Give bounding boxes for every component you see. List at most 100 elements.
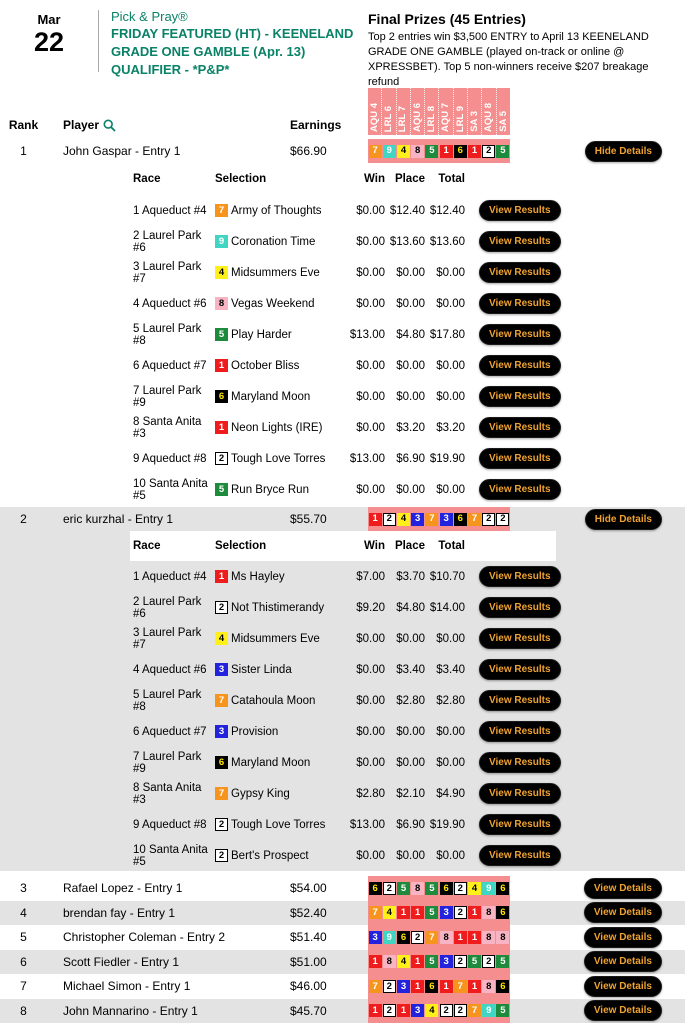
race-name: 9 Aqueduct #8 xyxy=(133,818,207,831)
entry-rank: 4 xyxy=(20,905,27,920)
saddlecloth-chip: 1 xyxy=(411,955,425,969)
race-button-cell: View Results xyxy=(479,814,561,835)
place-amount: $0.00 xyxy=(396,632,425,645)
pick-chip-cell: 9 xyxy=(482,1004,496,1018)
final-prizes-description: Top 2 entries win $3,500 ENTRY to April … xyxy=(368,31,649,88)
view-results-button[interactable]: View Results xyxy=(479,200,561,221)
pick-chip-cell: 3 xyxy=(411,512,425,526)
pick-chip-cell: 4 xyxy=(382,906,396,920)
saddlecloth-chip: 4 xyxy=(215,632,228,645)
total-amount: $0.00 xyxy=(436,849,465,862)
race-button-cell: View Results xyxy=(479,752,561,773)
view-results-button[interactable]: View Results xyxy=(479,597,561,618)
place-amount: $0.00 xyxy=(396,849,425,862)
view-details-button[interactable]: View Details xyxy=(583,877,662,899)
view-results-button[interactable]: View Results xyxy=(479,262,561,283)
place-amount: $0.00 xyxy=(396,756,425,769)
entry-button-cell: Hide Details xyxy=(510,140,685,162)
win-amount: $0.00 xyxy=(356,235,385,248)
view-results-button[interactable]: View Results xyxy=(479,324,561,345)
win-amount: $0.00 xyxy=(356,849,385,862)
pick-chip-cell: 2 xyxy=(453,1004,467,1018)
pick-chip-cell: 4 xyxy=(396,512,410,526)
horse-name: Ms Hayley xyxy=(231,570,285,583)
race-button-cell: View Results xyxy=(479,628,561,649)
view-results-button[interactable]: View Results xyxy=(479,448,561,469)
view-results-button[interactable]: View Results xyxy=(479,845,561,866)
race-name: 4 Aqueduct #6 xyxy=(133,663,207,676)
pick-chip-cell: 5 xyxy=(496,1004,510,1018)
view-results-button[interactable]: View Results xyxy=(479,628,561,649)
hide-details-button[interactable]: Hide Details xyxy=(584,508,662,530)
total-amount: $19.90 xyxy=(429,452,465,465)
entry-player-name: John Gaspar - Entry 1 xyxy=(63,144,181,158)
selection-column-header: Selection xyxy=(215,173,267,185)
win-amount: $0.00 xyxy=(356,421,385,434)
race-button-cell: View Results xyxy=(479,659,561,680)
saddlecloth-chip: 1 xyxy=(411,906,425,920)
view-results-button[interactable]: View Results xyxy=(479,417,561,438)
contest-title-block: Pick & Pray® FRIDAY FEATURED (HT) - KEEN… xyxy=(111,9,354,88)
race-name: 9 Aqueduct #8 xyxy=(133,452,207,465)
total-amount: $4.90 xyxy=(436,787,465,800)
entry-earnings: $54.00 xyxy=(290,881,327,896)
view-details-button[interactable]: View Details xyxy=(583,902,662,924)
saddlecloth-chip: 8 xyxy=(482,930,496,944)
race-result-row: 3 Laurel Park #7 4 Midsummers Eve $0.00 $0.0… xyxy=(130,257,685,288)
view-results-button[interactable]: View Results xyxy=(479,721,561,742)
saddlecloth-chip: 8 xyxy=(411,881,425,895)
win-amount: $0.00 xyxy=(356,725,385,738)
pick-chip-cell: 9 xyxy=(382,144,396,158)
pick-chip-cell: 4 xyxy=(467,881,482,895)
pick-chip-cell: 2 xyxy=(382,979,396,993)
pick-chip-cell: 7 xyxy=(467,1004,482,1018)
race-result-row: 5 Laurel Park #8 7 Catahoula Moon $0.00 $2.8… xyxy=(130,685,685,716)
view-results-button[interactable]: View Results xyxy=(479,752,561,773)
view-results-button[interactable]: View Results xyxy=(479,566,561,587)
view-details-button[interactable]: View Details xyxy=(583,951,662,973)
race-selection: 9 Coronation Time xyxy=(215,235,330,248)
view-results-button[interactable]: View Results xyxy=(479,293,561,314)
view-details-button[interactable]: View Details xyxy=(583,1000,662,1022)
total-amount: $12.40 xyxy=(429,204,465,217)
view-results-button[interactable]: View Results xyxy=(479,386,561,407)
pick-chip-cell: 1 xyxy=(411,906,425,920)
entry-block: 2 eric kurzhal - Entry 1 $55.70 1 2 4 3 7 3 6 7 2 2 H… xyxy=(0,507,685,871)
saddlecloth-chip: 7 xyxy=(368,144,382,158)
date-day: 22 xyxy=(33,27,65,57)
entry-row: 4 brendan fay - Entry 1 $52.40 7 4 1 1 5 3 2 1 8 6 Vi… xyxy=(0,900,685,925)
race-result-row: 10 Santa Anita #5 5 Run Bryce Run $0.00 $0.0… xyxy=(130,474,685,505)
track-cell: LRL 6 xyxy=(382,88,397,135)
view-results-button[interactable]: View Results xyxy=(479,355,561,376)
total-amount: $3.40 xyxy=(436,663,465,676)
hide-details-button[interactable]: Hide Details xyxy=(584,140,662,162)
view-details-button[interactable]: View Details xyxy=(583,975,662,997)
entry-button-cell: View Details xyxy=(510,877,685,899)
saddlecloth-chip: 1 xyxy=(368,512,382,526)
horse-name: Maryland Moon xyxy=(231,756,311,769)
view-results-button[interactable]: View Results xyxy=(479,659,561,680)
saddlecloth-chip: 7 xyxy=(425,930,439,944)
race-button-cell: View Results xyxy=(479,386,561,407)
entry-detail-table: Race Selection Win Place Total 1 Aqueduct #4 7… xyxy=(130,163,685,505)
race-selection: 1 October Bliss xyxy=(215,359,330,372)
view-results-button[interactable]: View Results xyxy=(479,231,561,252)
entry-button-cell: View Details xyxy=(510,926,685,948)
view-details-button[interactable]: View Details xyxy=(583,926,662,948)
saddlecloth-chip: 9 xyxy=(215,235,228,248)
view-results-button[interactable]: View Results xyxy=(479,814,561,835)
race-button-cell: View Results xyxy=(479,417,561,438)
horse-name: Play Harder xyxy=(231,328,292,341)
horse-name: Bert's Prospect xyxy=(231,849,309,862)
pick-chip-cell: 2 xyxy=(382,512,396,526)
view-results-button[interactable]: View Results xyxy=(479,783,561,804)
view-results-button[interactable]: View Results xyxy=(479,479,561,500)
leaderboard-entries: 1 John Gaspar - Entry 1 $66.90 7 9 4 8 5 1 6 1 2 5 Hi… xyxy=(0,139,685,1023)
search-icon[interactable] xyxy=(103,118,116,132)
entry-block: 5 Christopher Coleman - Entry 2 $51.40 3 9 6 2… xyxy=(0,925,685,950)
view-results-button[interactable]: View Results xyxy=(479,690,561,711)
pick-chip-cell: 9 xyxy=(482,881,496,895)
place-amount: $12.40 xyxy=(389,204,425,217)
saddlecloth-chip: 5 xyxy=(425,881,439,895)
